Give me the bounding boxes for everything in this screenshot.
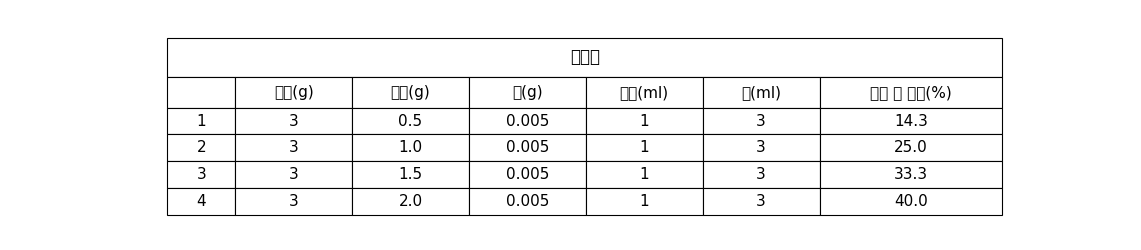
Text: 1.0: 1.0 [398,140,422,155]
Bar [469,161,585,188]
Bar [353,134,469,161]
Text: 1: 1 [639,140,649,155]
Bar [168,77,235,108]
Bar [585,134,703,161]
Text: 0.005: 0.005 [505,194,549,209]
Text: 3: 3 [289,140,299,155]
Text: 노홍색: 노홍색 [569,48,600,66]
Bar [703,108,819,134]
Text: 3: 3 [756,114,766,128]
Text: 3: 3 [289,114,299,128]
Bar [469,188,585,215]
Bar [168,161,235,188]
Bar [168,38,1002,77]
Text: 먹(g): 먹(g) [512,85,543,100]
Text: 3: 3 [289,194,299,209]
Bar [235,161,353,188]
Bar [353,188,469,215]
Bar [703,161,819,188]
Bar [469,108,585,134]
Text: 1: 1 [639,114,649,128]
Bar [703,134,819,161]
Bar [819,108,1002,134]
Bar [585,77,703,108]
Bar [353,108,469,134]
Text: 1: 1 [196,114,207,128]
Text: 25.0: 25.0 [893,140,928,155]
Bar [819,134,1002,161]
Bar [235,77,353,108]
Bar [353,161,469,188]
Bar [353,77,469,108]
Text: 안료 중 진사(%): 안료 중 진사(%) [869,85,952,100]
Text: 2.0: 2.0 [398,194,422,209]
Text: 0.005: 0.005 [505,140,549,155]
Text: 물(ml): 물(ml) [742,85,782,100]
Bar [703,188,819,215]
Text: 아교(ml): 아교(ml) [620,85,669,100]
Text: 40.0: 40.0 [893,194,928,209]
Text: 2: 2 [196,140,207,155]
Bar [469,134,585,161]
Text: 3: 3 [289,167,299,182]
Bar [235,188,353,215]
Text: 3: 3 [756,194,766,209]
Text: 14.3: 14.3 [893,114,928,128]
Bar [168,188,235,215]
Text: 33.3: 33.3 [893,167,928,182]
Bar [819,188,1002,215]
Bar [819,161,1002,188]
Bar [585,188,703,215]
Bar [168,134,235,161]
Text: 주토(g): 주토(g) [274,85,314,100]
Bar [585,108,703,134]
Text: 1.5: 1.5 [398,167,422,182]
Bar [168,108,235,134]
Bar [585,161,703,188]
Text: 4: 4 [196,194,207,209]
Text: 3: 3 [196,167,207,182]
Text: 0.5: 0.5 [398,114,422,128]
Bar [235,108,353,134]
Bar [703,77,819,108]
Text: 3: 3 [756,167,766,182]
Bar [235,134,353,161]
Text: 0.005: 0.005 [505,114,549,128]
Text: 진사(g): 진사(g) [390,85,430,100]
Text: 0.005: 0.005 [505,167,549,182]
Bar [469,77,585,108]
Bar [819,77,1002,108]
Text: 1: 1 [639,167,649,182]
Text: 3: 3 [756,140,766,155]
Text: 1: 1 [639,194,649,209]
